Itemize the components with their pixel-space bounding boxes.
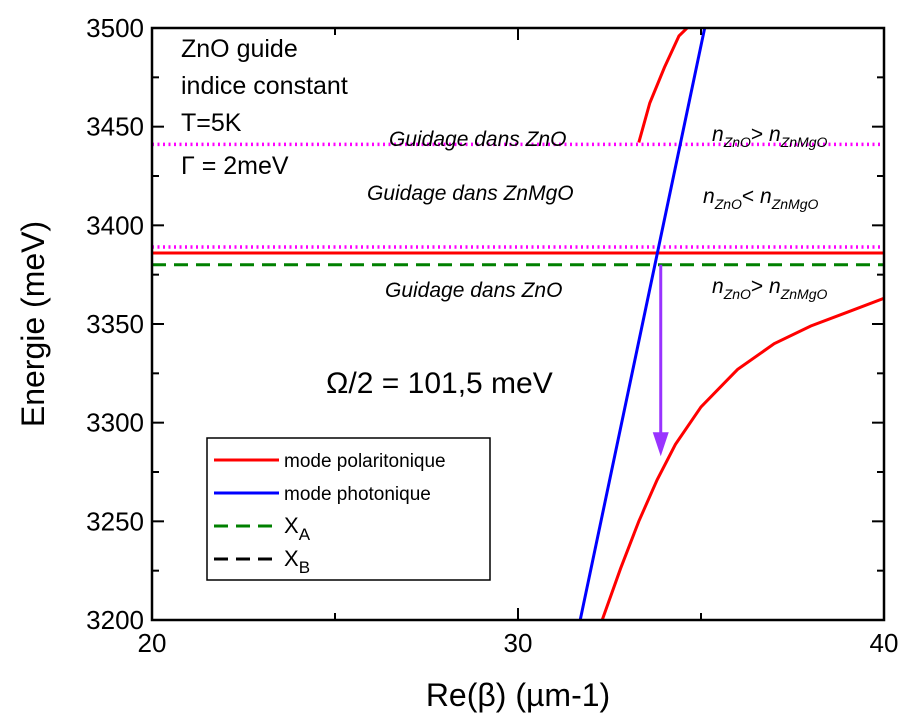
- info-text-line-4: Γ = 2meV: [181, 152, 289, 180]
- y-axis-title: Energie (meV): [15, 221, 51, 427]
- annotation-guidage-mid: Guidage dans ZnMgO: [367, 182, 574, 205]
- y-tick-label: 3400: [86, 210, 144, 240]
- annotation-index-mid: nZnO< nZnMgO: [703, 185, 818, 212]
- x-tick-label: 40: [870, 628, 899, 658]
- annotation-index-mid-n2: n: [754, 185, 772, 208]
- annotation-index-top-n1: n: [712, 123, 724, 146]
- annotation-guidage-bot: Guidage dans ZnO: [385, 279, 562, 302]
- plot-lines-layer: [152, 28, 884, 620]
- y-tick-label: 3200: [86, 605, 144, 635]
- annotation-layer: ZnO guide indice constant T=5K Γ = 2meV Guid…: [181, 35, 827, 400]
- y-tick-label: 3300: [86, 408, 144, 438]
- annotation-index-mid-n1: n: [703, 185, 715, 208]
- annotation-index-top-n2: n: [763, 123, 781, 146]
- annotation-index-bot-n1: n: [712, 275, 724, 298]
- annotation-index-bot-sub2: ZnMgO: [780, 286, 828, 302]
- annotation-index-top-sub2: ZnMgO: [780, 134, 828, 150]
- legend-entry-3-main: X: [284, 513, 299, 538]
- info-text-line-2: indice constant: [181, 72, 348, 100]
- annotation-index-mid-sub2: ZnMgO: [771, 196, 819, 212]
- axis-ticks-layer: 20 30 40 3200 3250 3300 3350 3400 3450 3500 Re(β) …: [15, 13, 898, 713]
- legend-entry-3-sub: A: [299, 525, 311, 544]
- x-axis-title: Re(β) (µm-1): [426, 677, 610, 713]
- annotation-guidage-top: Guidage dans ZnO: [389, 128, 566, 151]
- annotation-index-top-sub1: ZnO: [723, 134, 751, 150]
- series-line-polariton-branch-1: [637, 28, 690, 143]
- y-tick-label: 3500: [86, 13, 144, 43]
- y-tick-label: 3250: [86, 506, 144, 536]
- annotation-index-top-op: >: [751, 123, 763, 146]
- annotation-index-bot-op: >: [751, 275, 763, 298]
- info-text-line-3: T=5K: [181, 109, 242, 137]
- series-line-polariton-branch-3: [600, 296, 884, 620]
- y-tick-label: 3450: [86, 112, 144, 142]
- annotation-index-bot: nZnO> nZnMgO: [712, 275, 827, 302]
- legend-entry-3: XA: [284, 513, 311, 544]
- x-tick-label: 30: [504, 628, 533, 658]
- series-line-photon: [578, 28, 707, 620]
- legend-entry-1: mode polaritonique: [284, 451, 446, 472]
- x-tick-label: 20: [138, 628, 167, 658]
- annotation-rabi-splitting: Ω/2 = 101,5 meV: [326, 367, 553, 400]
- legend-entry-4-sub: B: [299, 558, 310, 577]
- legend-entry-4-main: X: [284, 546, 299, 571]
- legend-box: [206, 437, 491, 581]
- info-text-line-1: ZnO guide: [181, 35, 298, 63]
- legend-entry-2: mode photonique: [284, 484, 431, 505]
- annotation-index-mid-op: <: [742, 185, 754, 208]
- annotation-index-mid-sub1: ZnO: [714, 196, 742, 212]
- annotation-index-bot-sub1: ZnO: [723, 286, 751, 302]
- legend-entry-4: XB: [284, 546, 310, 577]
- rabi-arrow-head: [652, 432, 669, 457]
- annotation-index-top: nZnO> nZnMgO: [712, 123, 827, 150]
- y-tick-label: 3350: [86, 309, 144, 339]
- annotation-index-bot-n2: n: [763, 275, 781, 298]
